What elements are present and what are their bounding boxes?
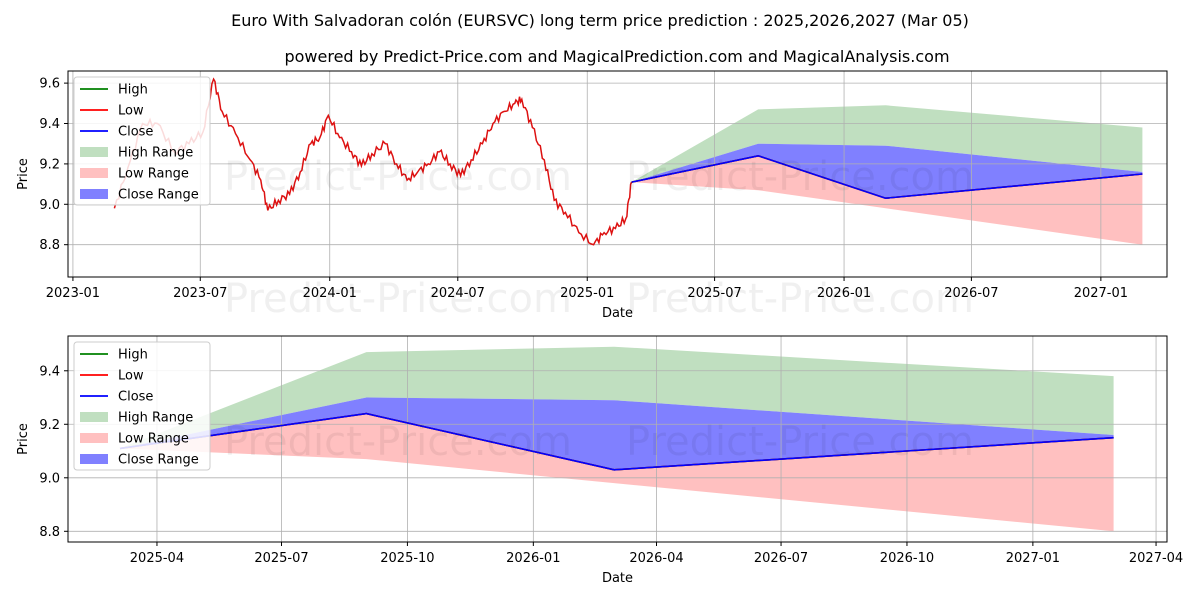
legend: High Low Close High Range Low Range Close Ran… xyxy=(73,341,211,471)
x-axis-label: Date xyxy=(602,306,633,321)
x-tick-label: 2024-01 xyxy=(303,286,357,301)
legend-label-low: Low xyxy=(118,369,144,384)
x-tick-label: 2024-07 xyxy=(431,286,485,301)
chart-subtitle: powered by Predict-Price.com and Magical… xyxy=(284,47,949,66)
y-tick-label: 8.8 xyxy=(39,525,60,540)
gridlines xyxy=(68,71,1167,277)
x-tick-label: 2025-04 xyxy=(130,551,184,566)
watermark: Predict-Price.com xyxy=(626,154,974,200)
watermark: Predict-Price.com xyxy=(626,276,974,322)
range-areas xyxy=(631,105,1143,245)
legend-label-low: Low xyxy=(118,104,144,119)
y-tick-label: 9.0 xyxy=(39,198,60,213)
y-tick-label: 9.4 xyxy=(39,117,60,132)
x-tick-label: 2027-04 xyxy=(1129,551,1183,566)
watermark: Predict-Price.com xyxy=(224,276,572,322)
legend-label-high-range: High Range xyxy=(118,146,193,161)
watermark: Predict-Price.com xyxy=(626,419,974,465)
legend-label-low-range: Low Range xyxy=(118,167,189,182)
legend-label-low-range: Low Range xyxy=(118,432,189,447)
y-tick-label: 9.6 xyxy=(39,77,60,92)
x-tick-label: 2026-01 xyxy=(506,551,560,566)
x-tick-label: 2025-10 xyxy=(380,551,434,566)
high-range-area xyxy=(120,346,1114,449)
x-tick-label: 2023-07 xyxy=(173,286,227,301)
range-areas xyxy=(120,346,1114,532)
legend-label-close: Close xyxy=(118,390,153,405)
plot-frame xyxy=(67,70,1168,278)
plot-frame xyxy=(67,335,1168,543)
y-tick-label: 9.2 xyxy=(39,418,60,433)
y-axis-label: Price xyxy=(16,423,31,455)
legend-label-high: High xyxy=(118,83,148,98)
x-tick-label: 2026-07 xyxy=(944,286,998,301)
close-forecast-line xyxy=(631,154,1143,200)
low-range-area xyxy=(631,155,1143,245)
legend: High Low Close High Range Low Range Close Ran… xyxy=(73,76,211,206)
x-tick-label: 2026-10 xyxy=(880,551,934,566)
low-range-area xyxy=(120,413,1114,532)
close-range-area xyxy=(120,397,1114,470)
x-tick-label: 2025-07 xyxy=(254,551,308,566)
x-tick-label: 2026-04 xyxy=(629,551,683,566)
x-tick-label: 2025-07 xyxy=(687,286,741,301)
y-tick-label: 9.0 xyxy=(39,471,60,486)
close-range-area xyxy=(631,143,1143,199)
legend-label-close-range: Close Range xyxy=(118,188,199,203)
y-tick-label: 9.4 xyxy=(39,364,60,379)
legend-swatch-close-range xyxy=(80,454,108,464)
x-tick-label: 2027-01 xyxy=(1074,286,1128,301)
legend-label-close: Close xyxy=(118,125,153,140)
close-forecast-line xyxy=(119,412,1114,471)
x-tick-label: 2026-01 xyxy=(817,286,871,301)
legend-swatch-close-range xyxy=(80,189,108,199)
x-tick-label: 2027-01 xyxy=(1006,551,1060,566)
high-range-area xyxy=(631,105,1143,183)
legend-swatch-high-range xyxy=(80,147,108,157)
watermark: Predict-Price.com xyxy=(224,154,572,200)
y-tick-label: 9.2 xyxy=(39,157,60,172)
legend-swatch-low-range xyxy=(80,168,108,178)
legend-swatch-high-range xyxy=(80,412,108,422)
watermark: Predict-Price.com xyxy=(224,419,572,465)
chart-title: Euro With Salvadoran colón (EURSVC) long… xyxy=(231,11,969,30)
lower-chart-panel: Predict-Price.com Predict-Price.com 2025-0… xyxy=(16,335,1183,586)
upper-chart-panel: Predict-Price.com Predict-Price.com Predic… xyxy=(16,70,1168,322)
historical-price-line xyxy=(113,77,633,246)
x-tick-label: 2026-07 xyxy=(754,551,808,566)
legend-label-high-range: High Range xyxy=(118,411,193,426)
y-axis-label: Price xyxy=(16,158,31,190)
legend-label-high: High xyxy=(118,348,148,363)
x-axis-label: Date xyxy=(602,571,633,586)
x-tick-label: 2023-01 xyxy=(46,286,100,301)
y-tick-label: 8.8 xyxy=(39,238,60,253)
x-tick-label: 2025-01 xyxy=(560,286,614,301)
legend-swatch-low-range xyxy=(80,433,108,443)
legend-label-close-range: Close Range xyxy=(118,453,199,468)
